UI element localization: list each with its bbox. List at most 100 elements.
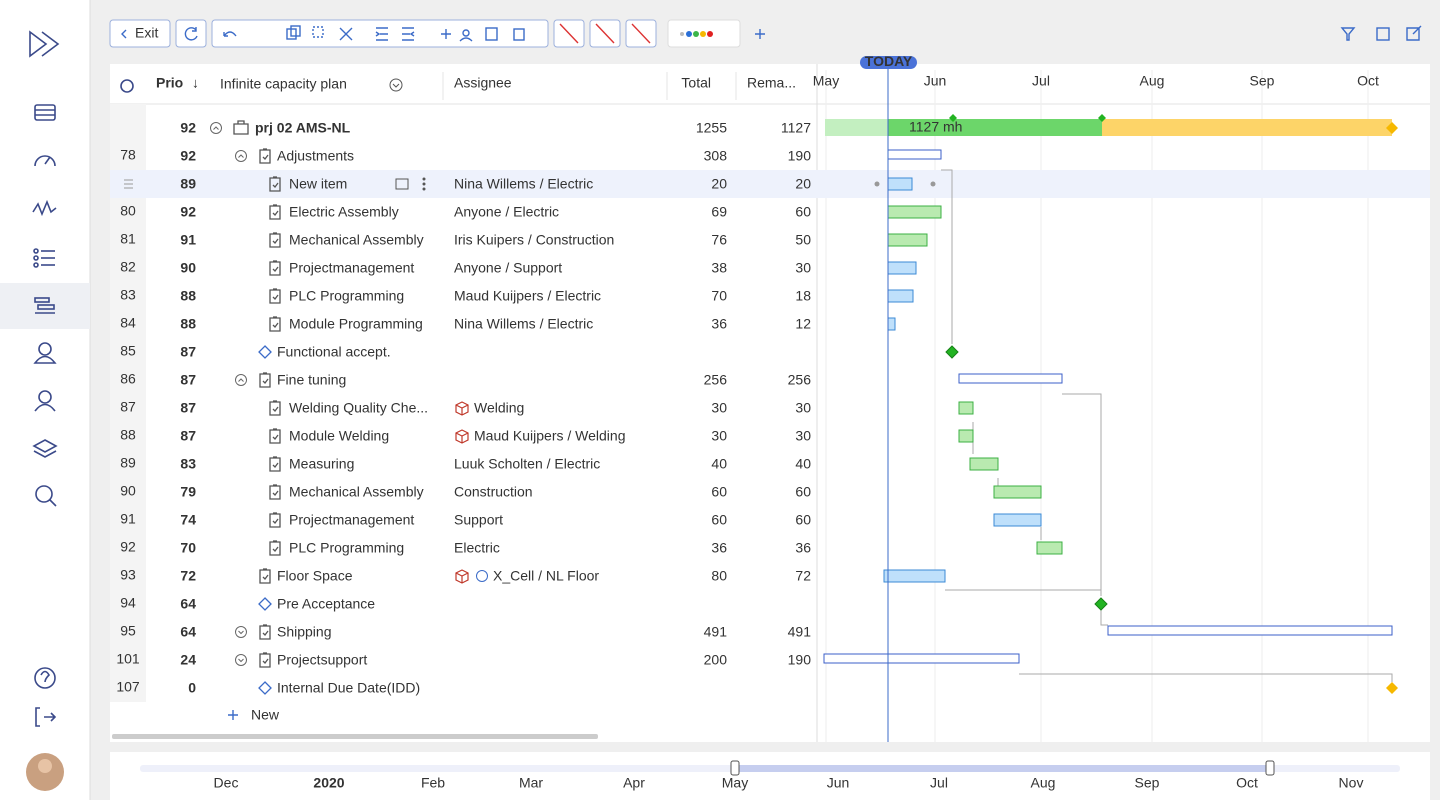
row-prio: 92 (180, 148, 196, 164)
gantt-bar[interactable] (887, 177, 913, 191)
row-name[interactable]: Floor Space (277, 568, 353, 584)
row-total: 40 (711, 456, 727, 472)
row-prio: 64 (180, 624, 196, 640)
toggle[interactable] (235, 626, 247, 638)
new-row[interactable]: New (251, 707, 280, 723)
row-id: 101 (116, 651, 140, 667)
gantt-bar[interactable] (958, 429, 974, 443)
gantt-bar[interactable] (993, 485, 1042, 499)
col-name[interactable]: Infinite capacity plan (220, 76, 347, 92)
row-name[interactable]: Measuring (289, 456, 354, 472)
toggle[interactable] (210, 122, 222, 134)
gantt-bar[interactable] (883, 569, 946, 583)
row-name[interactable]: Projectmanagement (289, 260, 414, 276)
clock-icon (476, 570, 488, 582)
row-total: 491 (704, 624, 728, 640)
row-id: 86 (120, 371, 136, 387)
row-remaining: 50 (795, 232, 811, 248)
row-prio: 24 (180, 652, 196, 668)
row-assignee: Nina Willems / Electric (454, 316, 593, 332)
toggle[interactable] (235, 654, 247, 666)
row-remaining: 30 (795, 260, 811, 276)
row-prio: 64 (180, 596, 196, 612)
row-name[interactable]: Internal Due Date(IDD) (277, 680, 420, 696)
timeline-label: Nov (1339, 775, 1364, 791)
gantt-bar[interactable] (887, 289, 914, 303)
col-total[interactable]: Total (681, 75, 711, 91)
gantt-bar[interactable] (993, 513, 1042, 527)
row-name[interactable]: Electric Assembly (289, 204, 399, 220)
toggle-chevron (238, 658, 244, 663)
toggle[interactable] (235, 150, 247, 162)
row-name[interactable]: Welding Quality Che... (289, 400, 428, 416)
month-label: May (813, 73, 839, 89)
gantt-bar[interactable] (887, 261, 917, 275)
col-prio[interactable]: Prio (156, 75, 183, 91)
row-name[interactable]: Pre Acceptance (277, 596, 375, 612)
row-name[interactable]: Adjustments (277, 148, 354, 164)
row-name[interactable]: prj 02 AMS-NL (255, 120, 351, 136)
row-remaining: 36 (795, 540, 811, 556)
row-id: 82 (120, 259, 136, 275)
timeline-label: May (722, 775, 748, 791)
selected-row (110, 170, 1430, 198)
settings[interactable] (120, 79, 134, 93)
col-remaining[interactable]: Rema... (747, 75, 796, 91)
timeline-range[interactable] (735, 765, 1270, 772)
h-scrollbar[interactable] (112, 734, 598, 739)
refresh[interactable] (175, 19, 207, 48)
row-name[interactable]: Mechanical Assembly (289, 232, 424, 248)
resource-icon (455, 429, 469, 444)
timeline-label: Oct (1236, 775, 1258, 791)
row-remaining: 190 (788, 148, 812, 164)
row-name[interactable]: Projectsupport (277, 652, 367, 668)
gantt-bar[interactable] (887, 205, 942, 219)
row-id: 81 (120, 231, 136, 247)
row-prio: 92 (180, 204, 196, 220)
task-icon (269, 484, 281, 500)
row-total: 200 (704, 652, 728, 668)
timeline-label: Sep (1135, 775, 1160, 791)
gantt-milestone (1094, 597, 1108, 611)
row-prio: 74 (180, 512, 196, 528)
row-prio: 79 (180, 484, 196, 500)
gantt-bar[interactable] (969, 457, 999, 471)
row-name[interactable]: Module Programming (289, 316, 423, 332)
summary-green (888, 119, 1102, 136)
col-assignee[interactable]: Assignee (454, 75, 512, 91)
row-remaining: 30 (795, 428, 811, 444)
row-name[interactable]: PLC Programming (289, 288, 404, 304)
drag-handle[interactable] (124, 179, 133, 189)
row-name[interactable]: New item (289, 176, 347, 192)
task-icon (259, 624, 271, 640)
gantt-summary (958, 373, 1063, 384)
row-name[interactable]: Fine tuning (277, 372, 346, 388)
toggle[interactable] (235, 374, 247, 386)
nav-icons (32, 104, 58, 727)
gantt-bar[interactable] (958, 401, 974, 415)
row-name[interactable]: Shipping (277, 624, 332, 640)
month-label: Sep (1250, 73, 1275, 89)
row-assignee: Nina Willems / Electric (454, 176, 593, 192)
row-name[interactable]: PLC Programming (289, 540, 404, 556)
exit-button[interactable] (109, 19, 171, 48)
row-name[interactable]: Mechanical Assembly (289, 484, 424, 500)
gantt-bar[interactable] (1036, 541, 1063, 555)
gantt-bar[interactable] (887, 317, 896, 331)
toolbar: Exit (109, 19, 1422, 48)
row-id: 84 (120, 315, 136, 331)
milestone-icon (258, 681, 272, 695)
row-total: 80 (711, 568, 727, 584)
row-prio: 88 (180, 316, 196, 332)
month-label: Aug (1140, 73, 1165, 89)
svg-text:↓: ↓ (192, 75, 199, 91)
row-assignee: Electric (454, 540, 500, 556)
row-assignee: Anyone / Support (454, 260, 562, 276)
row-total: 20 (711, 176, 727, 192)
toggle-chevron (238, 154, 244, 158)
gantt-bar[interactable] (887, 233, 928, 247)
row-name[interactable]: Module Welding (289, 428, 389, 444)
row-name[interactable]: Projectmanagement (289, 512, 414, 528)
row-name[interactable]: Functional accept. (277, 344, 391, 360)
row-assignee: Anyone / Electric (454, 204, 559, 220)
